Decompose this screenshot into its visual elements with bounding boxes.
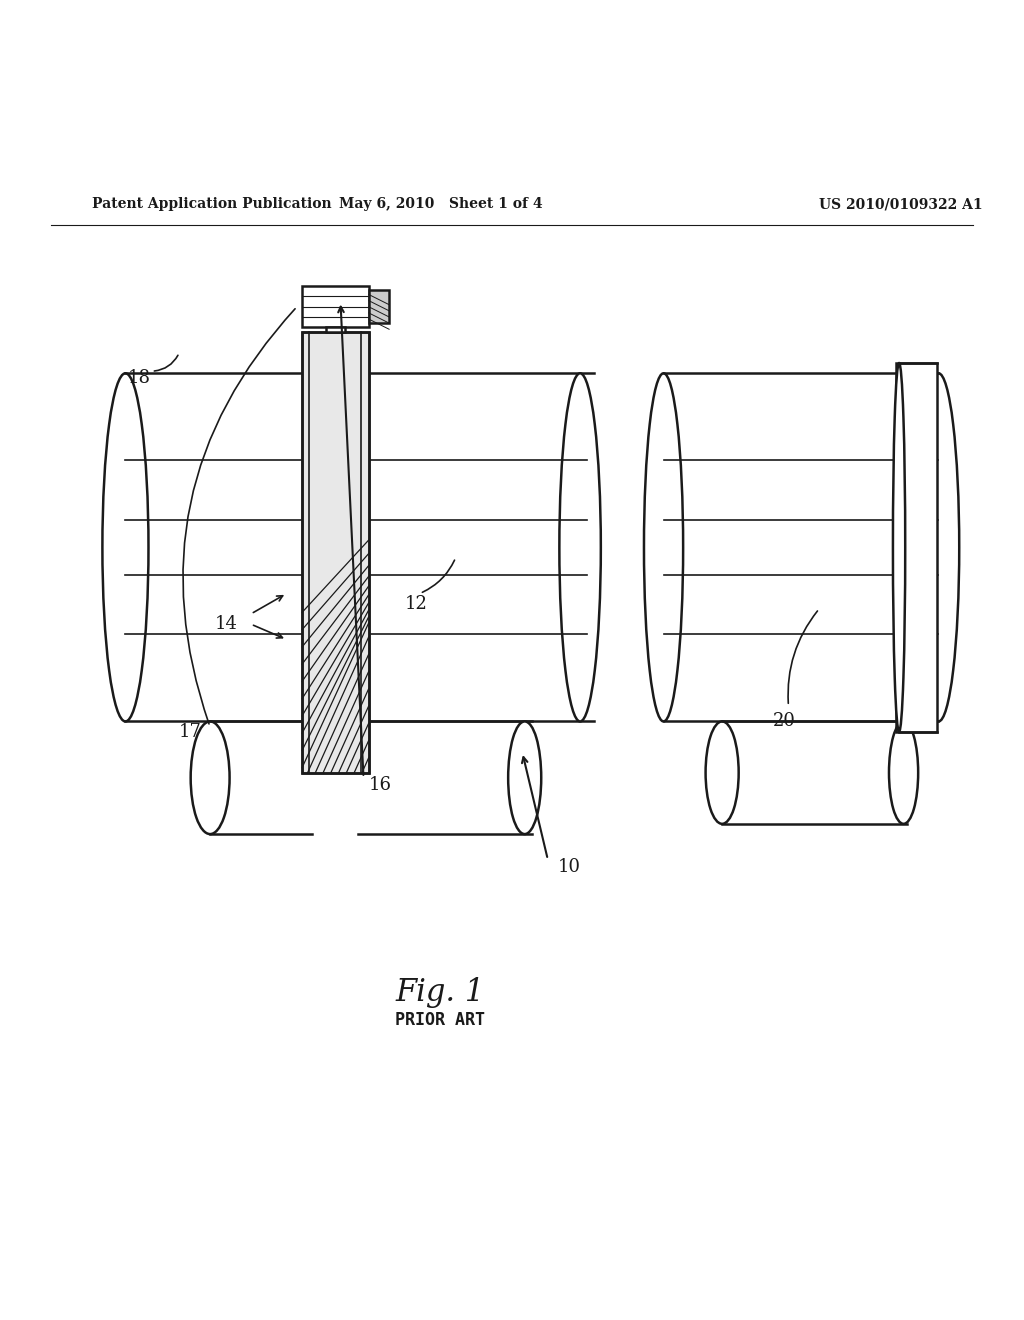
Bar	[302, 286, 369, 327]
Ellipse shape	[893, 363, 905, 731]
Text: May 6, 2010   Sheet 1 of 4: May 6, 2010 Sheet 1 of 4	[339, 197, 542, 211]
Text: 17: 17	[179, 722, 202, 741]
Text: 16: 16	[369, 776, 391, 793]
Text: US 2010/0109322 A1: US 2010/0109322 A1	[819, 197, 983, 211]
Text: 20: 20	[773, 713, 796, 730]
Text: 14: 14	[215, 615, 238, 634]
Ellipse shape	[706, 722, 738, 824]
Text: PRIOR ART: PRIOR ART	[395, 1011, 485, 1030]
Ellipse shape	[102, 374, 148, 722]
Text: Fig. 1: Fig. 1	[395, 977, 485, 1008]
Bar	[369, 290, 389, 323]
Ellipse shape	[508, 722, 542, 834]
Ellipse shape	[559, 374, 601, 722]
Text: 18: 18	[128, 370, 151, 387]
Ellipse shape	[644, 374, 683, 722]
Ellipse shape	[918, 374, 959, 722]
Text: Patent Application Publication: Patent Application Publication	[92, 197, 332, 211]
Bar	[896, 363, 937, 731]
Bar	[302, 333, 369, 772]
Bar	[326, 327, 344, 333]
Bar	[302, 333, 369, 772]
Text: 12: 12	[404, 595, 427, 612]
Ellipse shape	[190, 722, 229, 834]
Ellipse shape	[889, 722, 919, 824]
Text: 10: 10	[558, 858, 581, 876]
